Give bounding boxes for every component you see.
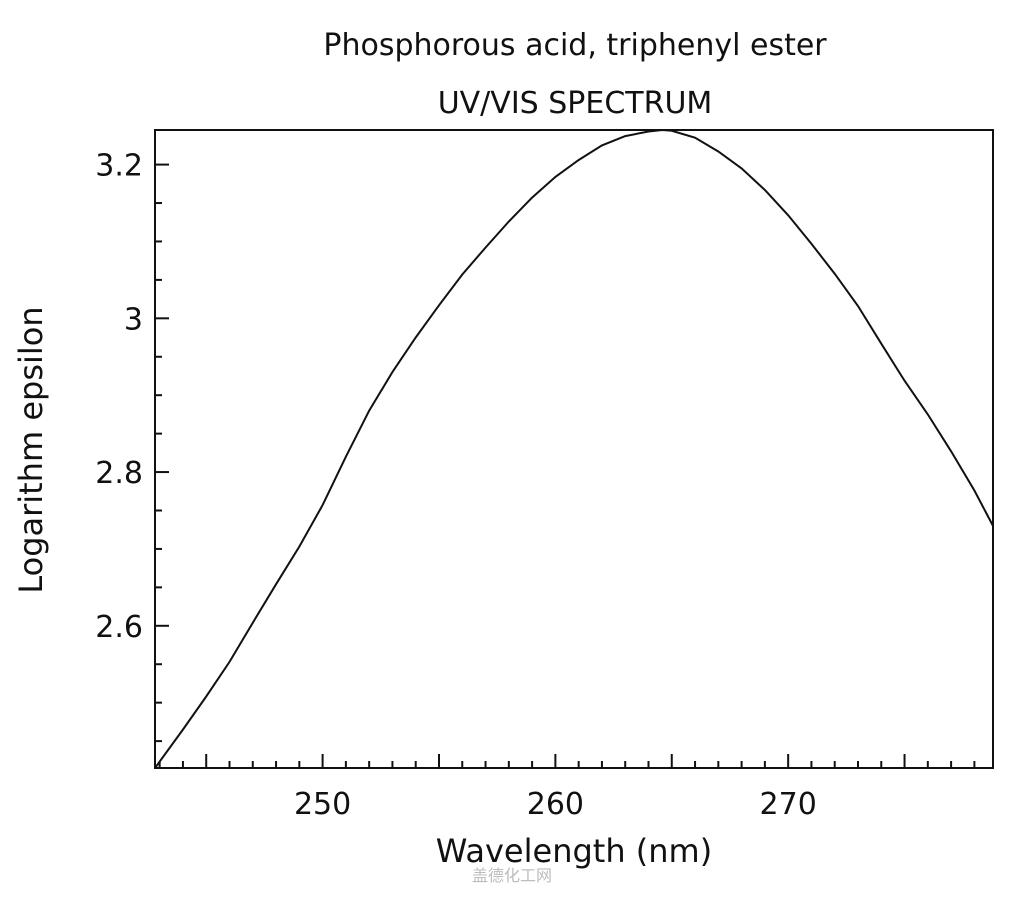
x-major-ticks <box>205 754 906 768</box>
x-minor-ticks <box>158 761 976 768</box>
spectrum-line <box>154 128 994 769</box>
y-axis-label: Logarithm epsilon <box>12 306 50 593</box>
y-tick-label: 3.2 <box>95 149 143 184</box>
y-tick-label: 2.8 <box>95 456 143 491</box>
x-tick-labels: 250 260 270 <box>294 787 817 822</box>
plot-frame <box>154 129 994 769</box>
chart-title: Phosphorous acid, triphenyl ester <box>323 28 827 63</box>
y-tick-labels: 2.6 2.8 3 3.2 <box>95 149 143 645</box>
watermark-text: 盖德化工网 <box>472 866 552 885</box>
y-tick-label: 2.6 <box>95 610 143 645</box>
y-major-ticks <box>155 163 169 627</box>
chart-subtitle: UV/VIS SPECTRUM <box>438 86 713 121</box>
y-minor-ticks <box>155 202 162 743</box>
x-axis-label: Wavelength (nm) <box>436 832 712 870</box>
x-tick-label: 270 <box>760 787 817 822</box>
y-tick-label: 3 <box>124 302 143 337</box>
x-tick-label: 250 <box>294 787 351 822</box>
x-tick-label: 260 <box>527 787 584 822</box>
